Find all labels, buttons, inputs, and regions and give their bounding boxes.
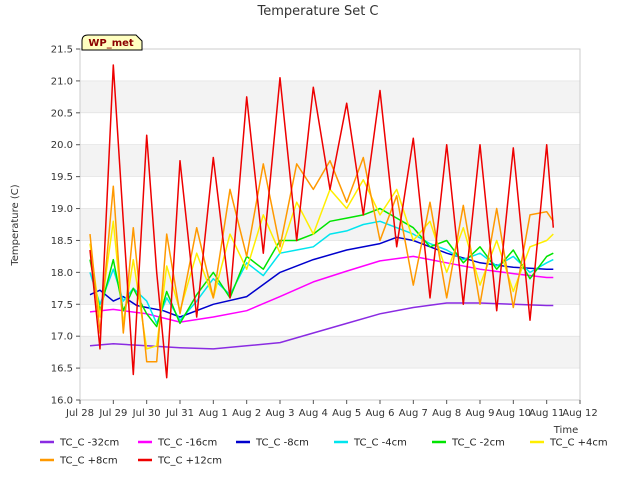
x-tick-label: Aug 7 [399,408,428,419]
station-badge: WP_met [81,34,143,51]
plot-frame [79,48,581,401]
x-tick-label: Aug 12 [562,408,597,419]
y-tick-label: 16.5 [51,364,73,375]
chart-title: Temperature Set C [256,4,378,19]
legend-label: TC_C -4cm [353,438,407,449]
x-tick-label: Jul 29 [98,408,127,419]
x-tick-label: Jul 31 [165,408,194,419]
y-axis-title: Temperature (C) [10,184,21,266]
x-tick-label: Aug 11 [529,408,564,419]
x-tick-label: Aug 4 [299,408,328,419]
legend-label: TC_C -16cm [157,438,217,449]
plot-series-lines [89,64,555,379]
x-tick-label: Aug 1 [199,408,228,419]
x-tick-label: Jul 30 [132,408,161,419]
y-tick-label: 20.0 [51,140,73,151]
legend-label: TC_C -2cm [451,438,505,449]
y-tick-label: 17.0 [51,332,73,343]
x-tick-label: Jul 28 [65,408,94,419]
x-tick-label: Aug 9 [465,408,494,419]
badge-label: WP_met [88,38,134,49]
x-tick-label: Aug 10 [496,408,531,419]
legend-label: TC_C -8cm [255,438,309,449]
x-axis: Jul 28 Jul 29 Jul 30 Jul 31 Aug 1 Aug 2 Aug 3 A… [65,400,598,419]
grid-band [80,208,580,241]
series-line-tc-c-4cm [89,179,554,350]
y-tick-label: 18.5 [51,236,73,247]
grid-band [80,336,580,369]
badge-box [81,34,143,51]
legend: TC_C -32cm TC_C -16cm TC_C -8cm TC_C -4cm TC… [40,438,608,467]
y-tick-label: 17.5 [51,300,73,311]
legend-label: TC_C +4cm [549,438,608,449]
x-tick-label: Aug 3 [265,408,294,419]
legend-label: TC_C +8cm [59,456,118,467]
x-tick-label: Aug 2 [232,408,261,419]
legend-label: TC_C -32cm [59,438,119,449]
y-tick-label: 19.5 [51,172,73,183]
grid-band [80,80,580,113]
x-axis-title: Time [553,425,578,436]
x-tick-label: Aug 6 [365,408,394,419]
series-line-tc-c-4cm [89,220,554,325]
series-line-tc-c-8cm [89,156,554,363]
y-tick-label: 18.0 [51,268,73,279]
x-tick-label: Aug 8 [432,408,461,419]
y-tick-label: 16.0 [51,396,73,407]
y-tick-label: 21.0 [51,76,73,87]
x-tick-label: Aug 5 [332,408,361,419]
series-line-tc-c-8cm [89,236,554,318]
series-line-tc-c-2cm [89,207,554,328]
series-line-tc-c-12cm [89,64,555,379]
series-line-tc-c-16cm [89,255,554,323]
y-tick-label: 20.5 [51,108,73,119]
legend-label: TC_C +12cm [157,456,222,467]
y-tick-label: 21.5 [51,45,73,56]
y-axis: 16.0 16.5 17.0 17.5 18.0 18.5 19.0 19.5 20.0 20.5… [51,45,80,407]
y-tick-label: 19.0 [51,204,73,215]
